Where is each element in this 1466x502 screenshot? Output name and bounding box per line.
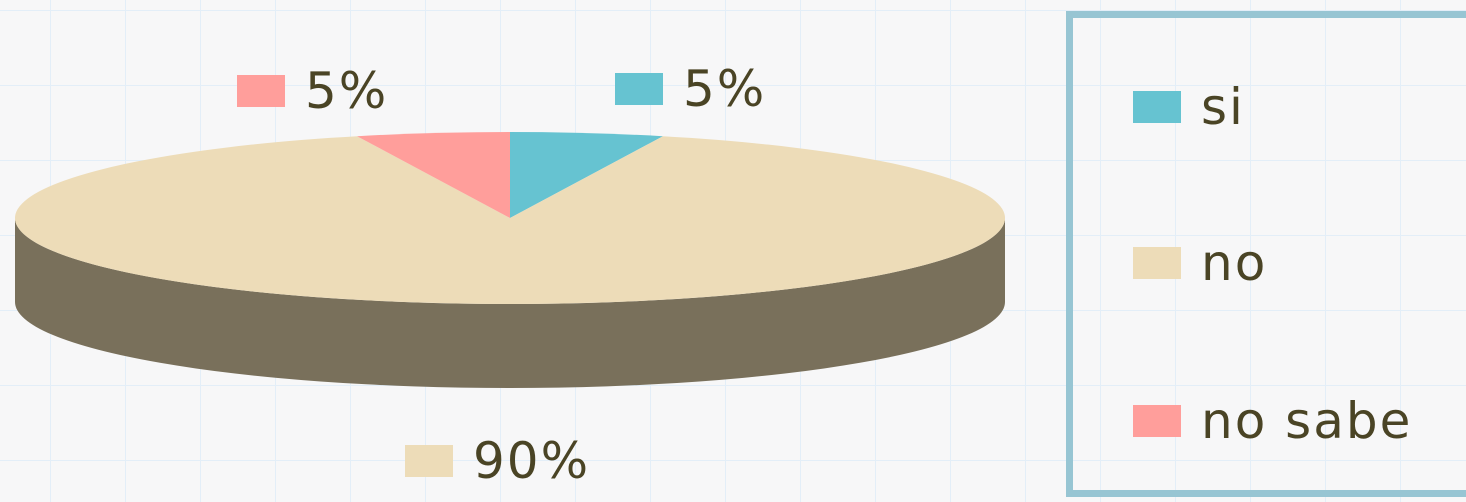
data-label-no-sabe: 5% [237, 62, 388, 120]
pie-side-wall [15, 218, 1005, 388]
legend-item-si: si [1133, 78, 1245, 136]
data-label-swatch-no [405, 445, 453, 477]
data-label-no: 90% [405, 432, 590, 490]
legend-swatch-no [1133, 247, 1181, 279]
legend-label-si: si [1201, 78, 1245, 136]
slice-si [510, 132, 663, 218]
legend-item-no: no [1133, 234, 1267, 292]
data-label-swatch-si [615, 73, 663, 105]
legend-label-no: no [1201, 234, 1268, 292]
slice-no-sabe [357, 132, 510, 218]
data-label-no-sabe-text: 5% [305, 62, 389, 120]
data-label-swatch-no-sabe [237, 75, 285, 107]
legend-swatch-si [1133, 91, 1181, 123]
data-label-si: 5% [615, 60, 766, 118]
legend-swatch-no-sabe [1133, 405, 1181, 437]
slice-no [15, 136, 1006, 304]
legend-item-no-sabe: no sabe [1133, 392, 1412, 450]
legend-label-no-sabe: no sabe [1201, 392, 1413, 450]
legend: si no no sabe [1066, 11, 1466, 497]
data-label-si-text: 5% [683, 60, 767, 118]
data-label-no-text: 90% [473, 432, 591, 490]
